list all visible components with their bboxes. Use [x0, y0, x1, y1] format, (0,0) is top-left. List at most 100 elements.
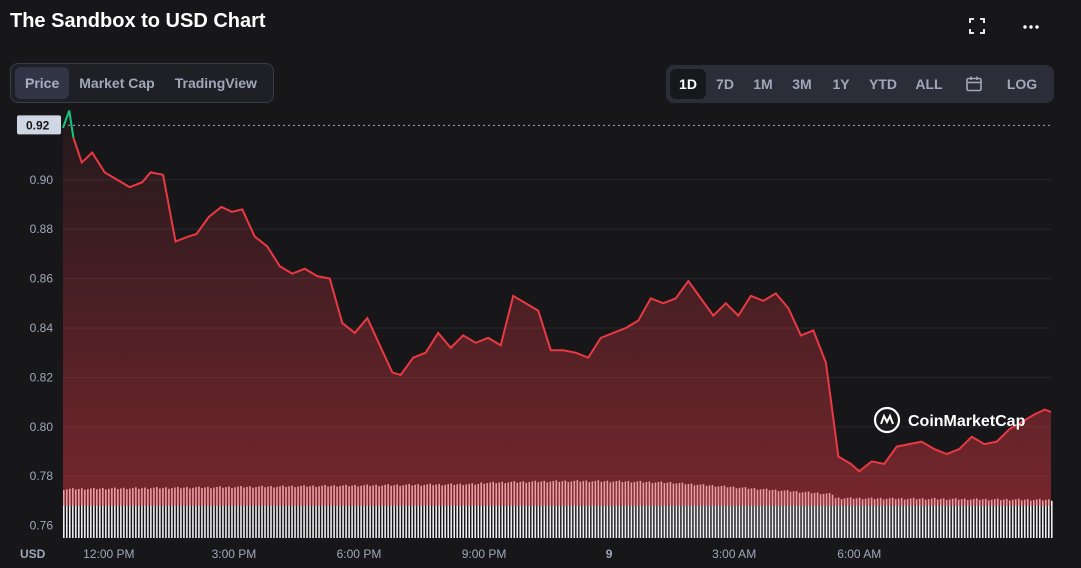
- log-toggle[interactable]: LOG: [1006, 76, 1038, 92]
- volume-bar: [567, 482, 570, 538]
- volume-bar: [549, 481, 552, 538]
- volume-bar: [267, 486, 269, 538]
- volume-bar: [762, 488, 765, 538]
- volume-bar: [657, 481, 660, 538]
- volume-bar: [336, 486, 338, 538]
- volume-bar: [318, 486, 320, 538]
- volume-bar: [369, 485, 371, 538]
- volume-bar: [882, 499, 885, 538]
- volume-bar: [837, 497, 840, 538]
- volume-bar: [144, 487, 146, 538]
- volume-bar: [912, 497, 915, 538]
- volume-bar: [651, 483, 654, 538]
- range-tab-ytd[interactable]: YTD: [869, 76, 897, 92]
- volume-bar: [591, 481, 594, 538]
- volume-bar: [264, 487, 266, 538]
- volume-bar: [783, 490, 786, 538]
- watermark: CoinMarketCap: [873, 406, 1026, 434]
- volume-bar: [681, 482, 684, 538]
- volume-bar: [294, 487, 296, 538]
- volume-bar: [279, 486, 281, 538]
- volume-bar: [702, 484, 705, 538]
- volume-bar: [381, 485, 383, 538]
- coinmarketcap-logo-icon: [873, 406, 901, 434]
- volume-bar: [819, 494, 822, 538]
- volume-bar: [876, 498, 879, 538]
- volume-bar: [513, 481, 516, 538]
- tab-market-cap[interactable]: Market Cap: [79, 75, 155, 91]
- volume-bar: [630, 482, 633, 538]
- volume-bar: [897, 498, 900, 538]
- range-tab-1y[interactable]: 1Y: [832, 76, 850, 92]
- range-tab-3m[interactable]: 3M: [792, 76, 812, 92]
- more-icon[interactable]: [1019, 16, 1043, 40]
- volume-bar: [909, 498, 912, 538]
- volume-bar: [564, 480, 567, 538]
- volume-bar: [678, 483, 681, 538]
- volume-bar: [1011, 499, 1014, 538]
- volume-bar: [420, 485, 422, 538]
- volume-bar: [636, 481, 639, 538]
- view-tabs: Price Market Cap TradingView: [10, 63, 274, 103]
- volume-bar: [228, 486, 230, 538]
- x-tick-label: 12:00 PM: [83, 547, 134, 561]
- volume-bar: [570, 481, 573, 538]
- volume-bar: [939, 498, 942, 538]
- range-tabs: 1D 7D 1M 3M 1Y YTD ALL LOG: [666, 65, 1054, 103]
- volume-bar: [387, 484, 389, 538]
- volume-bar: [366, 484, 368, 538]
- range-tab-1m[interactable]: 1M: [753, 76, 773, 92]
- volume-bar: [747, 488, 750, 538]
- volume-bar: [768, 490, 771, 538]
- volume-bar: [738, 487, 741, 538]
- volume-bar: [324, 485, 326, 538]
- volume-bar: [96, 489, 98, 538]
- volume-bar: [711, 485, 714, 538]
- range-tab-1d[interactable]: 1D: [670, 69, 706, 99]
- volume-bar: [960, 499, 963, 538]
- volume-bar: [396, 484, 398, 538]
- volume-bar: [729, 486, 732, 538]
- volume-bar: [525, 482, 528, 538]
- volume-bar: [165, 487, 167, 538]
- volume-bar: [360, 485, 362, 538]
- calendar-icon[interactable]: [962, 69, 986, 99]
- x-tick-label: 6:00 AM: [837, 547, 881, 561]
- volume-bar: [312, 485, 314, 538]
- volume-bar: [906, 498, 909, 538]
- volume-bar: [78, 488, 80, 538]
- volume-bar: [918, 498, 921, 538]
- volume-bar: [204, 487, 206, 538]
- volume-bar: [951, 498, 954, 538]
- volume-bar: [102, 488, 104, 538]
- volume-bar: [174, 487, 176, 538]
- volume-bar: [627, 480, 630, 538]
- volume-bar: [138, 488, 140, 538]
- volume-bar: [666, 482, 669, 538]
- fullscreen-icon[interactable]: [965, 16, 989, 40]
- volume-bar: [708, 485, 711, 538]
- volume-bar: [936, 499, 939, 538]
- price-area-fill: [63, 110, 1051, 506]
- volume-bar: [588, 482, 591, 538]
- range-tab-all[interactable]: ALL: [915, 76, 943, 92]
- range-tab-7d[interactable]: 7D: [716, 76, 734, 92]
- y-tick-label: 0.84: [30, 321, 54, 335]
- tab-tradingview[interactable]: TradingView: [174, 75, 257, 91]
- chart-title: The Sandbox to USD Chart: [10, 10, 266, 32]
- tab-price[interactable]: Price: [15, 67, 70, 99]
- volume-bar: [441, 485, 443, 538]
- volume-bar: [1026, 499, 1029, 538]
- volume-bar: [639, 480, 642, 538]
- volume-bar: [921, 498, 924, 538]
- volume-bar: [618, 480, 621, 538]
- volume-bar: [810, 493, 813, 538]
- volume-bar: [777, 491, 780, 538]
- volume-bar: [846, 497, 849, 538]
- volume-bar: [171, 488, 173, 538]
- volume-bar: [609, 482, 612, 538]
- volume-bar: [465, 484, 468, 538]
- volume-bar: [261, 485, 263, 538]
- volume-bar: [720, 485, 723, 538]
